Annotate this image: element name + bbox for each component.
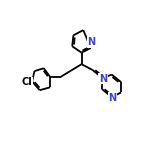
- Text: N: N: [99, 74, 107, 84]
- Text: N: N: [87, 37, 95, 47]
- Text: Cl: Cl: [22, 77, 33, 87]
- Text: N: N: [108, 93, 116, 103]
